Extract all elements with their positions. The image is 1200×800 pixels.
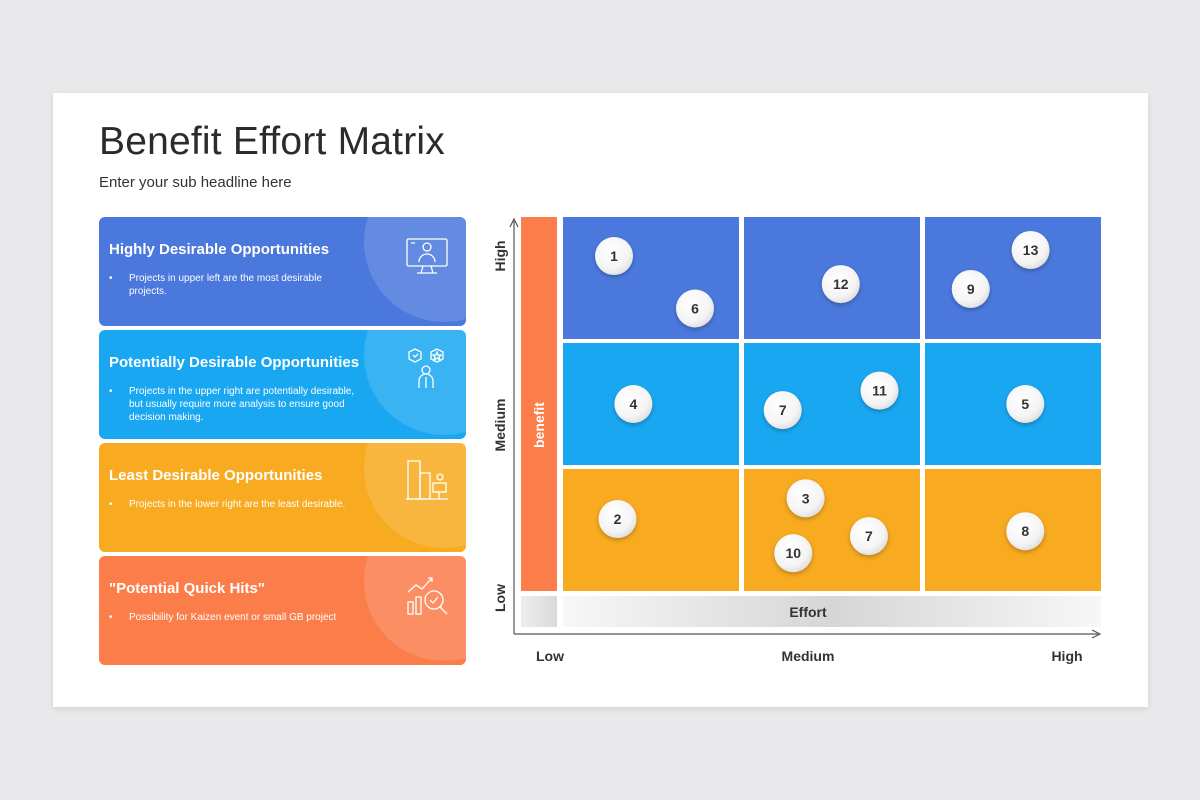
slide: Benefit Effort Matrix Enter your sub hea… (53, 93, 1148, 707)
page-title: Benefit Effort Matrix (99, 120, 445, 163)
card-title: Potentially Desirable Opportunities (109, 354, 360, 371)
corner-block (521, 596, 557, 627)
point-label: 4 (630, 396, 638, 412)
point-label: 8 (1021, 523, 1029, 539)
effort-bar (563, 596, 1101, 627)
matrix-point: 7 (763, 391, 802, 430)
point-label: 7 (865, 528, 873, 544)
benefit-label: benefit (531, 402, 547, 448)
point-bubble (1006, 512, 1045, 551)
point-bubble (598, 500, 637, 539)
matrix-point: 5 (1006, 385, 1045, 423)
x-tick-medium: Medium (782, 648, 835, 664)
point-label: 1 (610, 248, 618, 264)
matrix-point: 2 (598, 500, 637, 539)
point-label: 3 (802, 490, 810, 506)
point-bubble (676, 289, 714, 328)
card-description: Projects in the upper right are potentia… (109, 385, 359, 424)
y-tick-medium: Medium (492, 399, 508, 452)
y-tick-low: Low (492, 584, 508, 612)
y-tick-high: High (492, 240, 508, 271)
person-ideas-icon (408, 348, 444, 388)
point-bubble (786, 479, 825, 518)
chart-magnifier-icon (407, 577, 448, 615)
y-axis-arrow (509, 217, 519, 228)
x-tick-low: Low (536, 648, 564, 664)
point-bubble (1011, 230, 1050, 269)
matrix-cell (925, 217, 1101, 339)
building-desk-icon (406, 460, 448, 500)
effort-label: Effort (789, 604, 827, 620)
point-bubble (951, 269, 990, 308)
point-bubble (595, 237, 634, 276)
matrix-point: 8 (1006, 512, 1045, 551)
point-bubble (821, 265, 860, 304)
matrix-points: 1 6 12 13 9 4 7 11 5 2 3 7 10 8 (595, 230, 1050, 573)
monitor-user-icon (406, 238, 448, 274)
matrix-point: 3 (786, 479, 825, 518)
matrix-point: 7 (849, 517, 888, 556)
x-axis-arrow (1091, 629, 1102, 639)
matrix-point: 10 (774, 534, 813, 573)
point-bubble (614, 385, 653, 423)
card-description: Projects in upper left are the most desi… (109, 272, 359, 298)
card-description: Projects in the lower right are the leas… (109, 498, 359, 511)
point-bubble (860, 371, 899, 410)
point-label: 7 (779, 402, 787, 418)
point-label: 6 (691, 301, 699, 317)
point-label: 2 (614, 511, 622, 527)
point-bubble (849, 517, 888, 556)
matrix-point: 4 (614, 385, 653, 423)
point-label: 10 (785, 545, 801, 561)
card-potentially-desirable: Potentially Desirable Opportunities Proj… (99, 330, 466, 439)
benefit-bar (521, 217, 557, 591)
card-highly-desirable: Highly Desirable Opportunities Projects … (99, 217, 466, 326)
card-title: "Potential Quick Hits" (109, 580, 265, 597)
card-title: Least Desirable Opportunities (109, 467, 323, 484)
card-description: Possibility for Kaizen event or small GB… (109, 611, 359, 624)
point-label: 9 (967, 281, 975, 297)
point-bubble (774, 534, 813, 573)
card-least-desirable: Least Desirable Opportunities Projects i… (99, 443, 466, 552)
point-label: 5 (1021, 396, 1029, 412)
matrix-point: 1 (595, 237, 634, 276)
matrix-point: 12 (821, 265, 860, 304)
matrix-point: 9 (951, 269, 990, 308)
matrix-point: 11 (860, 371, 899, 410)
matrix-cell (563, 217, 739, 339)
point-label: 11 (872, 383, 887, 399)
card-title: Highly Desirable Opportunities (109, 241, 330, 258)
point-label: 12 (833, 276, 849, 292)
matrix-point: 13 (1011, 230, 1050, 269)
point-label: 13 (1023, 242, 1039, 258)
matrix-point: 6 (676, 289, 714, 328)
card-quick-hits: "Potential Quick Hits" Possibility for K… (99, 556, 466, 665)
page-subtitle: Enter your sub headline here (99, 174, 292, 191)
x-tick-high: High (1051, 648, 1082, 664)
point-bubble (763, 391, 802, 430)
matrix-cell (563, 469, 739, 591)
matrix-cell (744, 469, 920, 591)
benefit-effort-matrix: benefit Effort Low Medium High Low Mediu… (492, 217, 1102, 664)
point-bubble (1006, 385, 1045, 423)
